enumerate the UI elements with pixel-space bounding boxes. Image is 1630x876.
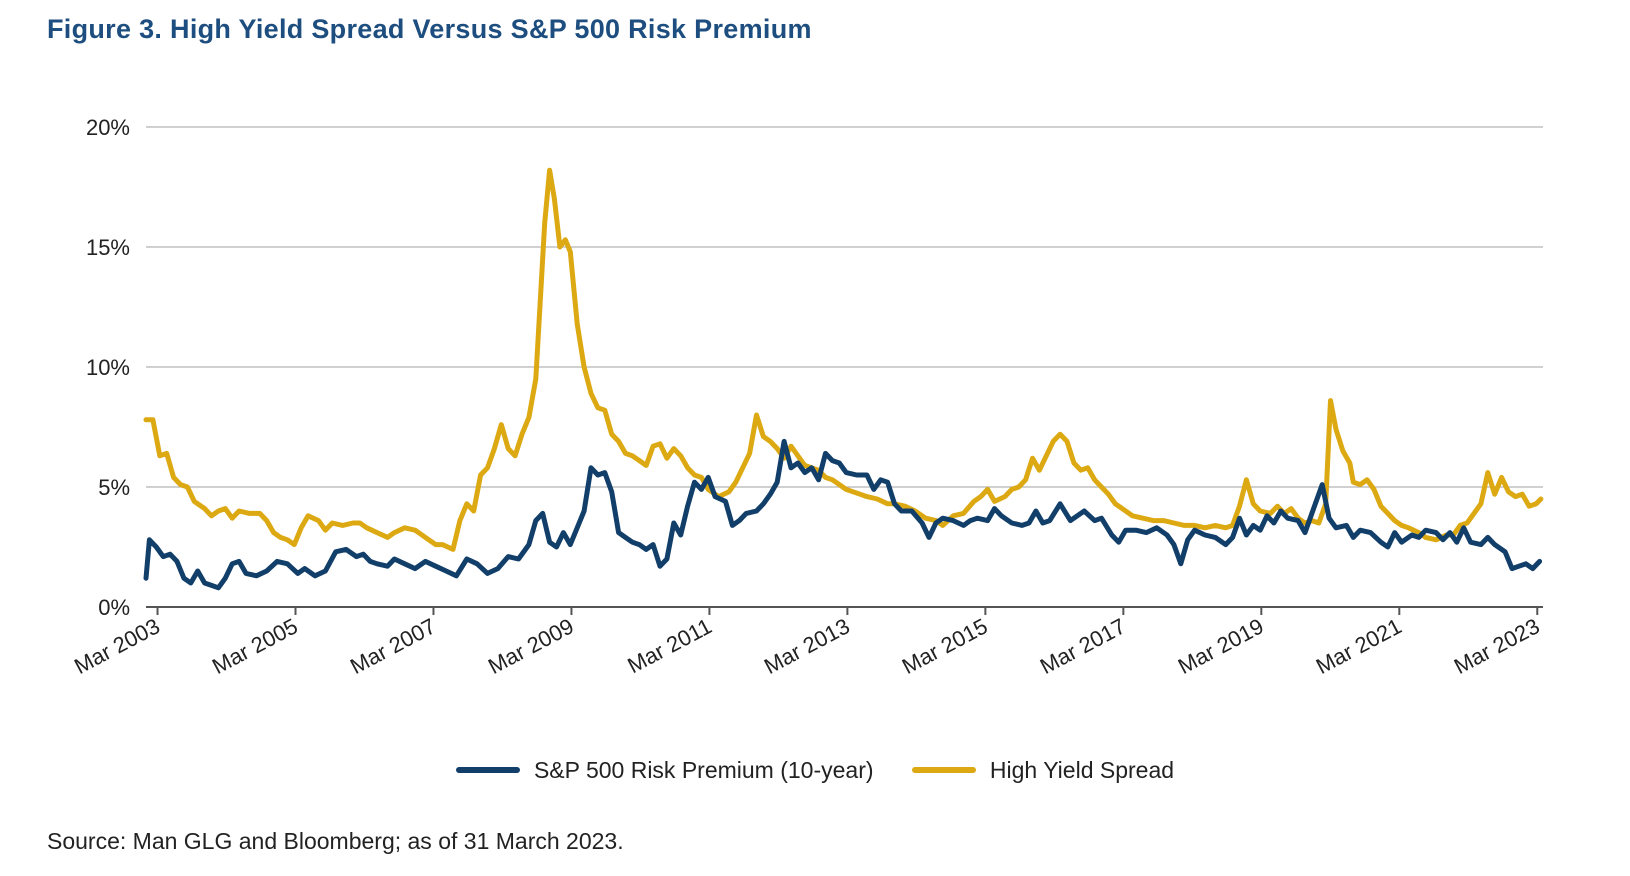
series-lines — [143, 167, 1544, 591]
x-tick-label: Mar 2003 — [70, 613, 164, 679]
legend: S&P 500 Risk Premium (10-year) High Yiel… — [0, 752, 1630, 784]
legend-swatch-risk-premium — [455, 767, 520, 773]
legend-label-risk-premium: S&P 500 Risk Premium (10-year) — [533, 756, 874, 783]
legend-item-risk-premium: S&P 500 Risk Premium (10-year) — [455, 756, 874, 784]
series-line-high-yield-spread — [143, 167, 1544, 552]
y-axis-tick-labels: 0% 5% 10% 15% 20% — [86, 115, 130, 620]
gridlines — [146, 126, 1543, 488]
legend-label-high-yield-spread: High Yield Spread — [989, 756, 1175, 783]
figure-title: Figure 3. High Yield Spread Versus S&P 5… — [47, 14, 812, 44]
x-tick-label: Mar 2015 — [898, 613, 992, 679]
x-tick-label: Mar 2023 — [1450, 613, 1544, 679]
source-note: Source: Man GLG and Bloomberg; as of 31 … — [47, 828, 624, 854]
x-axis: Mar 2003 Mar 2005 Mar 2007 Mar 2009 Mar 2011… — [70, 606, 1544, 679]
y-tick-label: 15% — [86, 235, 130, 260]
y-tick-label: 10% — [86, 355, 130, 380]
x-tick-label: Mar 2005 — [208, 613, 302, 679]
x-tick-label: Mar 2013 — [760, 613, 854, 679]
x-tick-label: Mar 2011 — [623, 613, 715, 678]
x-tick-label: Mar 2007 — [346, 613, 440, 679]
y-tick-label: 5% — [98, 475, 130, 500]
x-tick-label: Mar 2017 — [1036, 613, 1130, 679]
legend-item-high-yield-spread: High Yield Spread — [911, 756, 1175, 784]
x-tick-label: Mar 2021 — [1312, 613, 1406, 679]
y-tick-label: 20% — [86, 115, 130, 140]
series-line-risk-premium — [143, 438, 1543, 591]
legend-swatch-high-yield-spread — [911, 767, 976, 773]
x-tick-label: Mar 2019 — [1174, 613, 1268, 679]
y-tick-label: 0% — [98, 595, 130, 620]
x-tick-label: Mar 2009 — [484, 613, 578, 679]
